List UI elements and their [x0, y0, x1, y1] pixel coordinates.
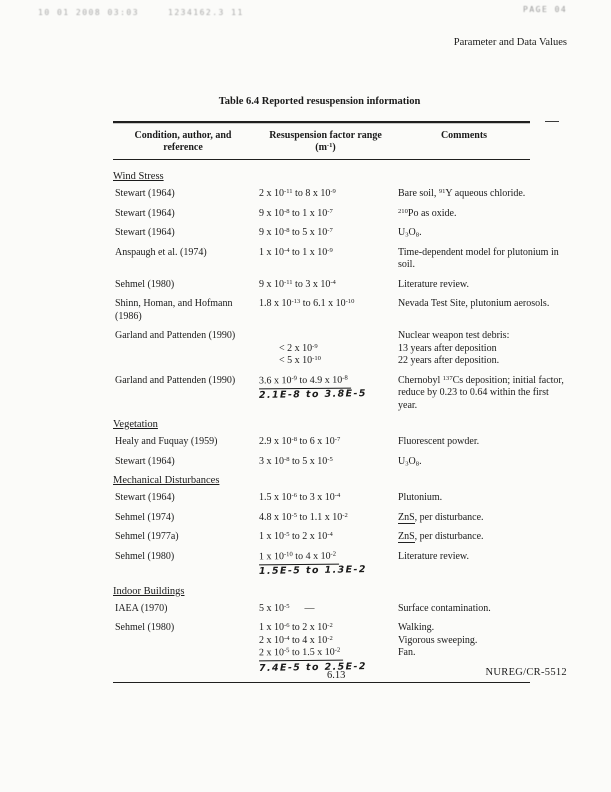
table-header-row: Condition, author, and reference Resuspen…	[113, 123, 530, 160]
ref-cell: Garland and Pattenden (1990)	[115, 374, 236, 386]
document-number: NUREG/CR-5512	[485, 667, 567, 678]
table-row: Sehmel (1980) 9 x 10-11 to 3 x 10-4 Litera…	[113, 279, 530, 292]
range-cell: 2 x 10-11 to 8 x 10-9	[259, 188, 336, 199]
header-comments: Comments	[440, 130, 488, 141]
ref-cell: Sehmel (1977a)	[115, 531, 179, 542]
page-number: 6.13	[327, 670, 346, 681]
range-cell: 9 x 10-8 to 1 x 10-7	[259, 207, 333, 219]
fax-page-label: PAGE 04	[523, 5, 568, 14]
comments-cell: Chernobyl 137Cs deposition; initial fact…	[398, 374, 564, 411]
comments-cell: Surface contamination.	[398, 602, 491, 614]
ref-cell: Stewart (1964)	[115, 207, 175, 219]
range-cell: 1 x 10-6 to 2 x 10-2 2 x 10-4 to 4 x 10-2…	[253, 622, 398, 675]
comments-cell: U3O8.	[398, 227, 422, 239]
ref-cell: Garland and Pattenden (1990)	[115, 330, 236, 341]
table-row: Stewart (1964) 3 x 10-8 to 5 x 10-5 U3O8.	[113, 456, 530, 469]
range-cell: 1 x 10-5 to 2 x 10-4	[259, 531, 333, 542]
section-heading: Vegetation	[113, 419, 158, 430]
comments-cell: Time-dependent model for plutonium in so…	[398, 246, 559, 271]
handwritten-annotation: 1.5E-5 to 1.3E-2	[258, 564, 367, 577]
section-heading: Mechanical Disturbances	[113, 475, 220, 486]
comments-cell: ZnS, per disturbance.	[398, 531, 484, 543]
range-cell: 2.9 x 10-8 to 6 x 10-7	[259, 436, 341, 447]
ref-cell: Sehmel (1980)	[115, 622, 175, 633]
section-heading: Indoor Buildings	[113, 585, 185, 597]
ref-cell: Sehmel (1980)	[115, 550, 175, 562]
table-top-rule	[113, 121, 530, 123]
ref-cell: Anspaugh et al. (1974)	[115, 246, 207, 258]
fax-timestamp: 10 01 2008 03:03	[38, 8, 140, 17]
range-cell: 9 x 10-8 to 5 x 10-7	[259, 227, 333, 238]
table-row: Sehmel (1980) 1 x 10-10 to 4 x 10-2 1.5E-5…	[113, 550, 530, 579]
ref-cell: Stewart (1964)	[115, 188, 175, 199]
table-bottom-rule	[113, 682, 530, 683]
table-row: Shinn, Homan, and Hofmann (1986) 1.8 x 10-…	[113, 298, 549, 323]
range-cell: 4.8 x 10-5 to 1.1 x 10-2	[259, 511, 348, 523]
header-condition: Condition, author, and reference	[134, 130, 232, 153]
section-heading: Wind Stress	[113, 171, 164, 182]
comments-cell: Nevada Test Site, plutonium aerosols.	[398, 298, 550, 309]
range-cell: 9 x 10-11 to 3 x 10-4	[259, 278, 336, 290]
range-cell: 1.5 x 10-6 to 3 x 10-4	[259, 492, 341, 503]
table-row: Sehmel (1980) 1 x 10-6 to 2 x 10-2 2 x 10-…	[113, 622, 530, 675]
range-cell: 5 x 10-5 —	[259, 602, 315, 614]
ref-cell: Sehmel (1980)	[115, 278, 175, 290]
table-row: Sehmel (1974) 4.8 x 10-5 to 1.1 x 10-2 ZnS…	[113, 511, 530, 525]
fax-smudge: 1234162.3 11	[168, 8, 244, 17]
ref-cell: Shinn, Homan, and Hofmann (1986)	[115, 298, 233, 322]
ref-cell: Stewart (1964)	[115, 227, 175, 238]
comments-cell: U3O8.	[398, 455, 422, 468]
comments-cell: Walking. Vigorous sweeping. Fan.	[398, 622, 478, 658]
range-cell: 3 x 10-8 to 5 x 10-5	[259, 455, 333, 467]
table-row: Stewart (1964) 1.5 x 10-6 to 3 x 10-4 Plut…	[113, 492, 530, 505]
resuspension-table: Condition, author, and reference Resuspen…	[113, 121, 564, 683]
range-cell: 1 x 10-4 to 1 x 10-9	[259, 246, 333, 258]
table-row: Stewart (1964) 2 x 10-11 to 8 x 10-9 Bare …	[113, 188, 530, 201]
comments-cell: Literature review.	[398, 278, 469, 290]
table-title: Table 6.4 Reported resuspension informat…	[218, 96, 421, 107]
table-row: Anspaugh et al. (1974) 1 x 10-4 to 1 x 10…	[113, 246, 559, 272]
table-row: Stewart (1964) 9 x 10-8 to 5 x 10-7 U3O8.	[113, 227, 530, 240]
ref-cell: Stewart (1964)	[115, 492, 175, 503]
range-cell: 1 x 10-10 to 4 x 10-2 1.5E-5 to 1.3E-2	[253, 550, 398, 579]
ref-cell: IAEA (1970)	[115, 602, 168, 614]
scan-artifact-dash	[545, 121, 559, 122]
table-row: Healy and Fuquay (1959) 2.9 x 10-8 to 6 x…	[113, 436, 530, 449]
ref-cell: Healy and Fuquay (1959)	[115, 436, 218, 447]
table-body: Wind Stress Stewart (1964) 2 x 10-11 to 8 …	[113, 160, 564, 675]
range-cell: 1.8 x 10-13 to 6.1 x 10-10	[259, 298, 355, 309]
table-row: IAEA (1970) 5 x 10-5 — Surface contaminati…	[113, 603, 530, 616]
table-row: Sehmel (1977a) 1 x 10-5 to 2 x 10-4 ZnS, p…	[113, 531, 530, 544]
header-range: Resuspension factor range (m-1)	[269, 130, 382, 153]
table-row: Garland and Pattenden (1990) < 2 x 10-9 < …	[113, 330, 530, 368]
comments-cell: Literature review.	[398, 550, 469, 562]
comments-cell: Bare soil, 91Y aqueous chloride.	[398, 188, 526, 199]
ref-cell: Sehmel (1974)	[115, 511, 175, 523]
range-cell: < 2 x 10-9 < 5 x 10-10	[279, 342, 321, 367]
comments-cell: 210Po as oxide.	[398, 207, 457, 219]
table-row: Stewart (1964) 9 x 10-8 to 1 x 10-7 210Po …	[113, 208, 530, 221]
handwritten-annotation: 2.1E-8 to 3.8E-5	[258, 388, 367, 401]
range-cell: 3.6 x 10-9 to 4.9 x 10-8 2.1E-8 to 3.8E-5	[253, 374, 398, 413]
comments-cell: ZnS, per disturbance.	[398, 511, 484, 524]
ref-cell: Stewart (1964)	[115, 455, 175, 467]
comments-cell: Fluorescent powder.	[398, 436, 480, 447]
running-header: Parameter and Data Values	[453, 37, 567, 48]
comments-cell: Plutonium.	[398, 492, 443, 503]
table-row: Garland and Pattenden (1990) 3.6 x 10-9 t…	[113, 374, 564, 413]
comments-cell: Nuclear weapon test debris: 13 years afte…	[398, 330, 510, 366]
